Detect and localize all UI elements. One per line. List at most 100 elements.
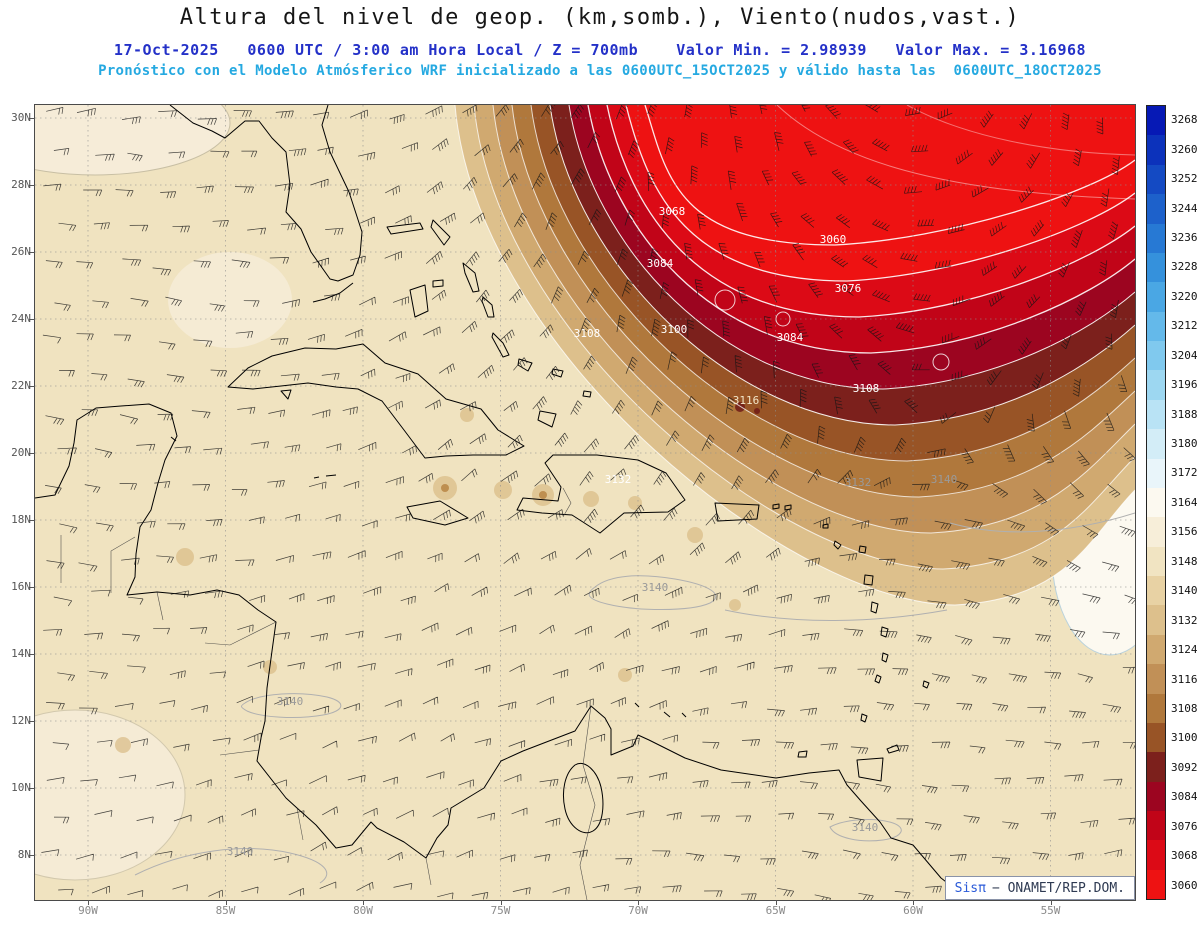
colorbar-cell	[1147, 341, 1165, 371]
lat-tick	[29, 185, 35, 186]
contour-label: 3140	[852, 821, 879, 834]
colorbar-tick-label: 3148	[1171, 554, 1198, 568]
colorbar-tick-label: 3108	[1171, 701, 1198, 715]
contour-label: 3084	[777, 331, 804, 344]
colorbar-labels: 3268 3260 3252 3244 3236 3228 3220 3212 3204 3196…	[1171, 105, 1200, 900]
colorbar-tick-label: 3084	[1171, 790, 1198, 804]
lat-tick	[29, 118, 35, 119]
lon-tick-label: 85W	[215, 904, 236, 917]
lat-tick-label: 14N	[11, 647, 31, 660]
lon-tick-label: 60W	[903, 904, 923, 917]
colorbar-tick-label: 3228	[1171, 260, 1198, 274]
lon-tick	[363, 900, 364, 905]
colorbar-tick-label: 3076	[1171, 819, 1198, 833]
colorbar-tick-label: 3116	[1171, 672, 1198, 686]
contour-label: 3108	[853, 382, 880, 395]
lon-tick	[1050, 900, 1052, 905]
colorbar-tick-label: 3172	[1171, 466, 1198, 480]
colorbar-cell	[1147, 781, 1165, 811]
colorbar-cell	[1147, 811, 1165, 841]
colorbar-tick-label: 3140	[1171, 584, 1198, 598]
colorbar-cell	[1147, 546, 1165, 576]
lon-tick	[88, 900, 89, 905]
lat-tick	[29, 721, 35, 722]
contour-label: 3132	[845, 476, 872, 489]
colorbar-tick-label: 3164	[1171, 495, 1198, 509]
coastlines	[35, 105, 971, 900]
lat-tick-label: 12N	[11, 714, 31, 727]
colorbar-cell	[1147, 840, 1165, 870]
contour-label: 3140	[277, 695, 304, 708]
lat-tick	[29, 587, 35, 588]
colorbar-cell	[1147, 869, 1165, 900]
lat-tick-label: 26N	[11, 245, 31, 258]
colorbar-cell	[1147, 429, 1165, 459]
lat-tick-label: 22N	[11, 379, 31, 392]
lat-tick	[29, 386, 35, 387]
chart-subtitle-validtime: 17-Oct-2025 0600 UTC / 3:00 am Hora Loca…	[113, 41, 1087, 59]
colorbar-cell	[1147, 664, 1165, 694]
map-graphics: 3068 3060 3084 3076 3108 3100 3084 3108 3116 3132…	[35, 105, 1135, 900]
colorbar-tick-label: 3252	[1171, 172, 1198, 186]
colorbar-cell	[1147, 693, 1165, 723]
colorbar-tick-label: 3124	[1171, 643, 1198, 657]
colorbar-tick-label: 3092	[1171, 760, 1198, 774]
lat-tick	[29, 788, 35, 789]
lon-tick	[500, 900, 502, 905]
colorbar-tick-label: 3260	[1171, 142, 1198, 156]
lon-tick-label: 55W	[1040, 904, 1061, 917]
country-borders	[60, 487, 596, 900]
colorbar-tick-label: 3268	[1171, 113, 1198, 127]
colorbar-tick-label: 3132	[1171, 613, 1198, 627]
weather-map-svg: 3068 3060 3084 3076 3108 3100 3084 3108 3116 3132…	[35, 105, 1135, 900]
map-area: 3068 3060 3084 3076 3108 3100 3084 3108 3116 3132…	[34, 104, 1136, 901]
colorbar-cell	[1147, 487, 1165, 518]
lon-tick-label: 80W	[353, 904, 373, 917]
colorbar-tick-label: 3196	[1171, 378, 1198, 392]
lat-tick-label: 8N	[17, 848, 31, 861]
contour-label: 3140	[642, 581, 669, 594]
attribution-brand: Sisπ	[954, 880, 986, 896]
wind-barbs	[41, 105, 1135, 900]
colorbar-tick-label: 3068	[1171, 849, 1198, 863]
colorbar-tick-label: 3060	[1171, 878, 1198, 892]
contour-label: 3060	[820, 233, 847, 246]
lat-tick	[29, 654, 35, 655]
colorbar-cell	[1147, 576, 1165, 606]
colorbar-cell	[1147, 223, 1165, 253]
colorbar-tick-label: 3204	[1171, 348, 1198, 362]
contour-label: 3068	[659, 205, 686, 218]
colorbar-cell	[1147, 752, 1165, 782]
contour-label: 3140	[227, 845, 254, 858]
attribution-org: − ONAMET/REP.DOM.	[991, 880, 1125, 896]
colorbar-tick-label: 3180	[1171, 437, 1198, 451]
chart-title: Altura del nivel de geop. (km,somb.), Vi…	[179, 5, 1021, 30]
colorbar-cell	[1147, 164, 1165, 195]
contour-label: 3108	[574, 327, 601, 340]
colorbar-tick-label: 3244	[1171, 201, 1198, 215]
colorbar-cell	[1147, 311, 1165, 341]
colorbar-tick-label: 3236	[1171, 230, 1198, 244]
lat-tick	[29, 520, 35, 521]
contour-label: 3100	[661, 323, 688, 336]
colorbar-tick-label: 3156	[1171, 525, 1198, 539]
lon-tick	[638, 900, 639, 905]
colorbar-cell	[1147, 634, 1165, 665]
colorbar-cell	[1147, 722, 1165, 753]
colorbar-cell	[1147, 399, 1165, 430]
lon-tick	[225, 900, 227, 905]
lon-tick	[913, 900, 914, 905]
colorbar-tick-label: 3212	[1171, 319, 1198, 333]
lat-tick-label: 20N	[11, 446, 31, 459]
contour-label: 3132	[605, 473, 632, 486]
colorbar-cell	[1147, 458, 1165, 488]
lon-tick-label: 90W	[78, 904, 98, 917]
contour-label: 3116	[733, 394, 760, 407]
grid-lines	[35, 105, 1135, 900]
contour-label: 3084	[647, 257, 674, 270]
lat-tick-label: 30N	[11, 111, 31, 124]
colorbar-tick-label: 3188	[1171, 407, 1198, 421]
colorbar-cell	[1147, 135, 1165, 165]
colorbar-cell	[1147, 252, 1165, 283]
colorbar-cell	[1147, 370, 1165, 400]
